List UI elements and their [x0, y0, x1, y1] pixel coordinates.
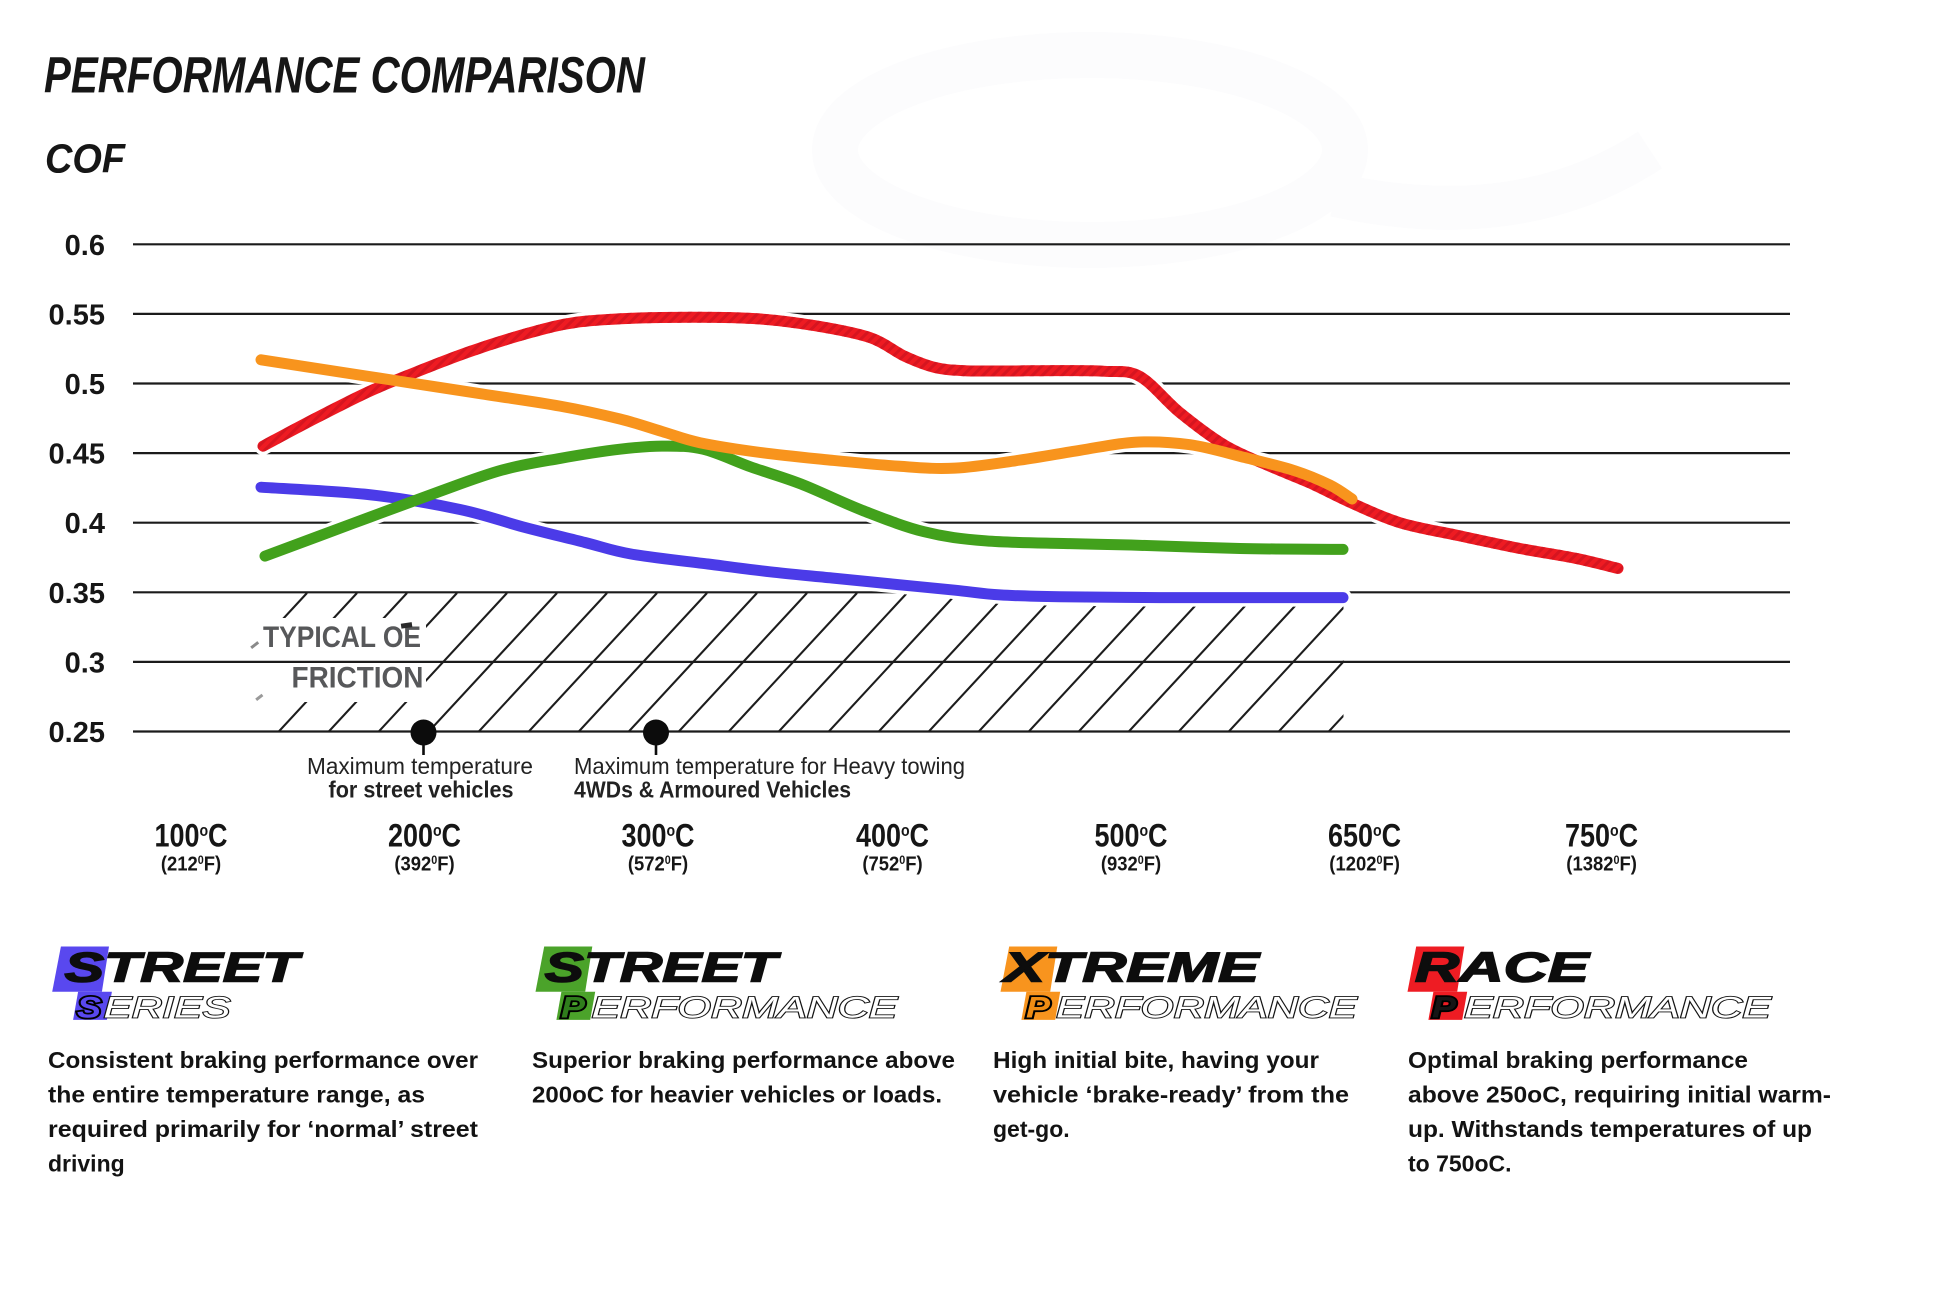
svg-text:required primarily for ‘normal: required primarily for ‘normal’ street — [48, 1116, 478, 1142]
svg-text:750oC: 750oC — [1565, 818, 1638, 854]
svg-text:High initial bite, having your: High initial bite, having your — [993, 1047, 1319, 1073]
svg-text:STREET: STREET — [545, 944, 782, 991]
svg-text:0.6: 0.6 — [65, 230, 105, 262]
svg-text:0.55: 0.55 — [49, 299, 105, 331]
svg-text:P: P — [1026, 992, 1050, 1025]
svg-text:(7520F): (7520F) — [862, 853, 922, 876]
svg-text:ERFORMANCE: ERFORMANCE — [592, 992, 898, 1025]
svg-text:ERIES: ERIES — [104, 992, 231, 1025]
svg-text:0.35: 0.35 — [49, 578, 105, 610]
svg-text:Maximum temperature: Maximum temperature — [307, 753, 533, 779]
svg-text:TYPICAL OE: TYPICAL OE — [263, 621, 421, 654]
svg-text:0.25: 0.25 — [49, 717, 105, 749]
svg-text:driving: driving — [48, 1151, 125, 1177]
svg-text:500oC: 500oC — [1094, 818, 1167, 854]
svg-text:0.3: 0.3 — [65, 647, 105, 679]
svg-text:0.4: 0.4 — [65, 508, 105, 540]
svg-text:PERFORMANCE COMPARISON: PERFORMANCE COMPARISON — [44, 47, 646, 104]
svg-text:Consistent braking performance: Consistent braking performance over — [48, 1047, 478, 1073]
svg-text:get-go.: get-go. — [993, 1116, 1070, 1142]
svg-text:the entire temperature range,: the entire temperature range, as — [48, 1082, 425, 1108]
svg-text:ERFORMANCE: ERFORMANCE — [1056, 992, 1357, 1025]
svg-text:S: S — [77, 992, 101, 1025]
svg-text:(5720F): (5720F) — [628, 853, 688, 876]
svg-text:4WDs & Armoured Vehicles: 4WDs & Armoured Vehicles — [574, 777, 851, 803]
svg-text:400oC: 400oC — [856, 818, 929, 854]
svg-text:FRICTION: FRICTION — [292, 662, 424, 695]
svg-text:(9320F): (9320F) — [1101, 853, 1161, 876]
svg-text:P: P — [1432, 992, 1456, 1025]
svg-text:COF: COF — [45, 136, 126, 182]
svg-text:Maximum temperature for Heavy: Maximum temperature for Heavy towing — [574, 753, 965, 779]
svg-text:(3920F): (3920F) — [394, 853, 454, 876]
svg-text:Optimal braking performance: Optimal braking performance — [1408, 1047, 1748, 1073]
svg-text:STREET: STREET — [65, 944, 304, 991]
svg-text:200oC: 200oC — [388, 818, 461, 854]
svg-text:0.45: 0.45 — [49, 439, 105, 471]
svg-text:100oC: 100oC — [154, 818, 227, 854]
svg-text:RACE: RACE — [1415, 944, 1592, 991]
svg-text:650oC: 650oC — [1328, 818, 1401, 854]
svg-text:Superior braking performance a: Superior braking performance above — [532, 1047, 955, 1073]
svg-text:above 250oC, requiring initial: above 250oC, requiring initial warm- — [1408, 1082, 1831, 1108]
svg-text:for street vehicles: for street vehicles — [329, 777, 514, 803]
svg-text:300oC: 300oC — [621, 818, 694, 854]
svg-text:P: P — [561, 992, 585, 1025]
svg-text:up. Withstands temperatures of: up. Withstands temperatures of up — [1408, 1116, 1812, 1142]
svg-text:to 750oC.: to 750oC. — [1408, 1151, 1512, 1177]
svg-text:XTREME: XTREME — [1001, 944, 1262, 991]
svg-text:(12020F): (12020F) — [1329, 853, 1400, 876]
svg-text:vehicle ‘brake-ready’ from the: vehicle ‘brake-ready’ from the — [993, 1082, 1349, 1108]
svg-text:(13820F): (13820F) — [1566, 853, 1637, 876]
svg-text:ERFORMANCE: ERFORMANCE — [1464, 992, 1771, 1025]
svg-text:(2120F): (2120F) — [161, 853, 221, 876]
svg-text:0.5: 0.5 — [65, 369, 105, 401]
svg-text:200oC for heavier vehicles or: 200oC for heavier vehicles or loads. — [532, 1082, 942, 1108]
